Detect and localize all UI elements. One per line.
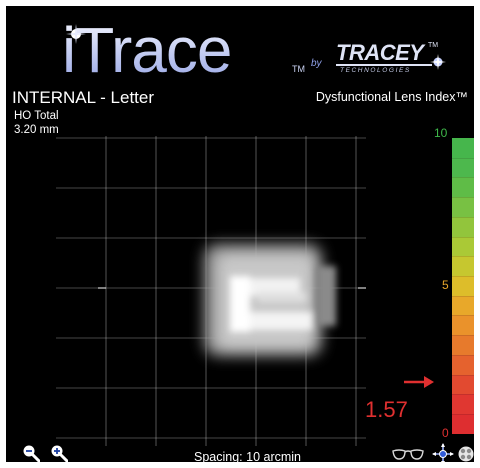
itrace-logo: iTrace: [62, 14, 232, 86]
scale-band: [452, 256, 474, 277]
color-scale-bar: [452, 138, 474, 434]
grid-lines: [56, 136, 366, 446]
scale-label-mid: 5: [442, 278, 449, 292]
scale-band: [452, 315, 474, 336]
scale-band: [452, 394, 474, 415]
scale-pointer-icon: [404, 376, 434, 388]
scale-band: [452, 177, 474, 198]
scale-band: [452, 414, 474, 434]
tracey-technologies: TECHNOLOGIES: [340, 67, 411, 74]
map-subtitle: HO Total: [14, 110, 59, 122]
scale-band: [452, 216, 474, 237]
grid-spacing-label: Spacing: 10 arcmin: [194, 450, 302, 462]
lens-index-panel: INTERNAL - Letter HO Total 3.20 mm Dysfu…: [6, 86, 474, 462]
itrace-trademark: TM: [292, 64, 305, 74]
tracey-sparkle-icon: [430, 54, 446, 70]
header-logo-bar: iTrace TM by TRACEY TM TECHNOLOGIES: [6, 6, 474, 86]
glasses-icon[interactable]: [392, 448, 424, 462]
itrace-window: iTrace TM by TRACEY TM TECHNOLOGIES INTE…: [6, 6, 474, 462]
psf-letter: [230, 266, 336, 332]
index-label: Dysfunctional Lens Index™: [315, 90, 468, 104]
scale-label-min: 0: [442, 426, 449, 440]
scale-band: [452, 236, 474, 257]
scale-label-max: 10: [434, 126, 448, 140]
scale-band: [452, 276, 474, 296]
tracey-underline: [336, 64, 432, 66]
scale-band: [452, 295, 474, 316]
psf-map[interactable]: [46, 126, 390, 456]
crosshair-icon[interactable]: [432, 443, 454, 462]
sparkle-icon: [66, 24, 86, 44]
scale-band: [452, 335, 474, 355]
scale-band: [452, 197, 474, 217]
tracey-logo: TRACEY: [336, 40, 424, 65]
scale-band: [452, 354, 474, 375]
by-label: by: [311, 58, 322, 69]
scale-band: [452, 157, 474, 178]
scale-band: [452, 138, 474, 158]
target-icon[interactable]: [458, 446, 474, 462]
scale-band: [452, 374, 474, 395]
zoom-in-icon[interactable]: [50, 444, 68, 462]
zoom-out-icon[interactable]: [22, 444, 40, 462]
map-title: INTERNAL - Letter: [12, 88, 155, 107]
pupil-size: 3.20 mm: [14, 124, 59, 136]
tracey-trademark: TM: [428, 42, 439, 49]
lens-index-value: 1.57: [365, 397, 408, 422]
